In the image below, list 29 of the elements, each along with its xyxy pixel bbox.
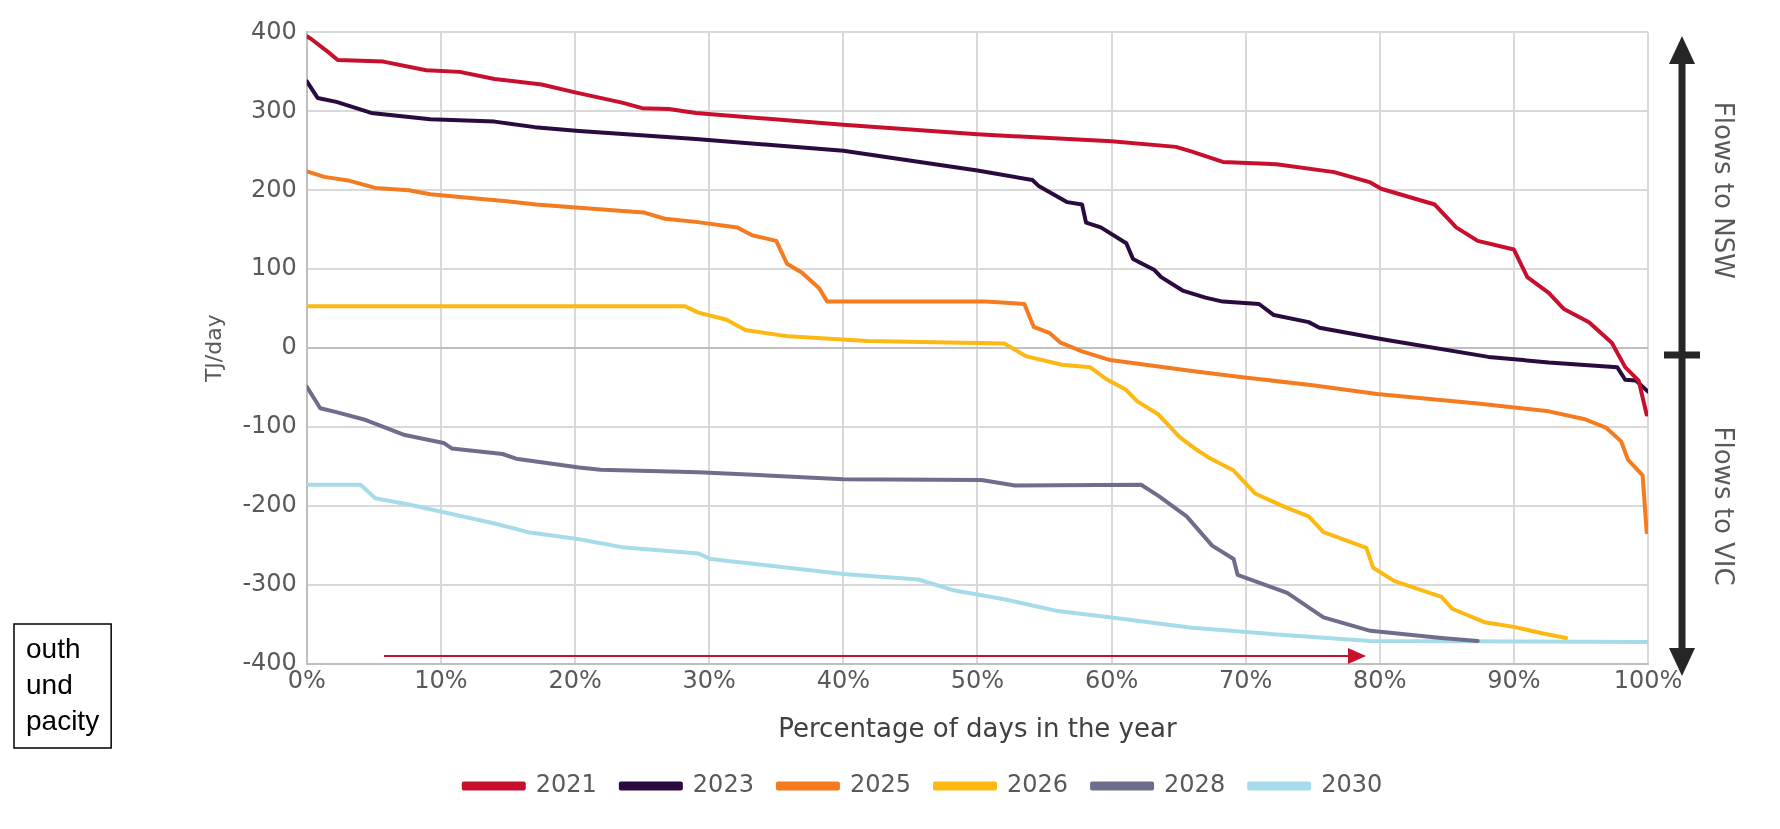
legend-label: 2023 xyxy=(692,770,754,799)
x-tick-label: 20% xyxy=(548,665,602,694)
y-tick-label: -100 xyxy=(242,411,297,440)
x-tick-label: 70% xyxy=(1218,665,1273,694)
x-axis-title: Percentage of days in the year xyxy=(778,713,1177,744)
y-tick-label: -200 xyxy=(242,490,297,519)
y-tick-label: 200 xyxy=(251,174,297,203)
x-tick-label: 50% xyxy=(950,665,1005,694)
x-tick-label: 80% xyxy=(1353,665,1407,694)
x-tick-label: 90% xyxy=(1487,665,1541,694)
legend-label: 2026 xyxy=(1007,770,1069,799)
x-tick-label: 60% xyxy=(1084,665,1139,694)
legend-label: 2021 xyxy=(535,770,597,799)
y-tick-label: 100 xyxy=(251,253,297,282)
legend-label: 2030 xyxy=(1321,770,1383,799)
y-tick-label: 400 xyxy=(251,16,297,45)
text: outh und pacity xyxy=(26,632,100,736)
x-tick-label: 100% xyxy=(1613,665,1683,694)
legend-label: 2025 xyxy=(849,770,911,799)
x-tick-label: 30% xyxy=(682,665,736,694)
text: Flows to NSW xyxy=(1709,101,1740,279)
legend-label: 2028 xyxy=(1164,770,1226,799)
x-tick-label: 40% xyxy=(816,665,870,694)
y-axis-title: TJ/day xyxy=(200,314,226,384)
y-tick-label: 300 xyxy=(251,95,297,124)
text: Flows to VIC xyxy=(1709,426,1740,586)
y-tick-label: -300 xyxy=(242,569,297,598)
y-tick-label: 0 xyxy=(281,332,297,361)
x-tick-label: 10% xyxy=(414,665,468,694)
